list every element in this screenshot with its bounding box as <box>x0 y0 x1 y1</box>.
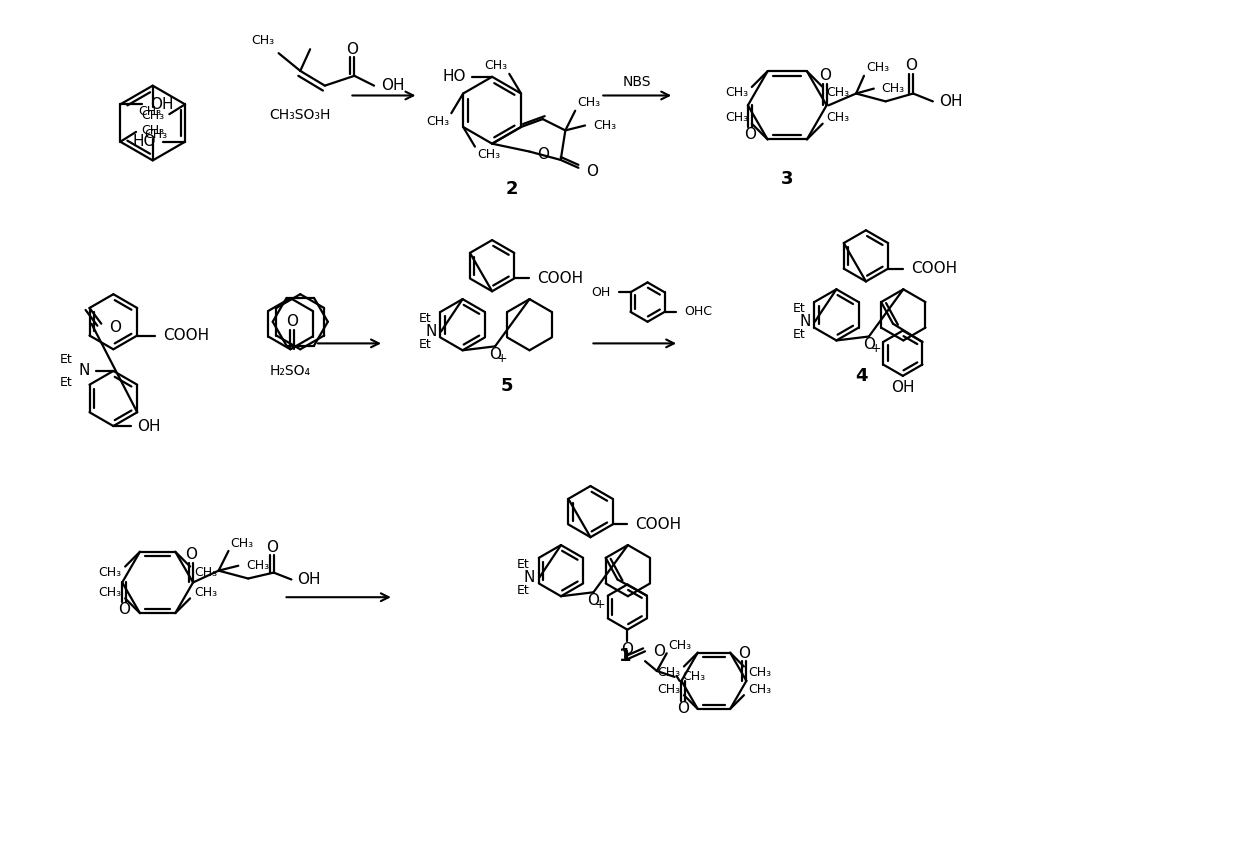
Text: O: O <box>109 320 122 336</box>
Text: NBS: NBS <box>622 74 651 89</box>
Text: +: + <box>870 342 882 355</box>
Text: CH₃: CH₃ <box>668 639 692 652</box>
Text: CH₃: CH₃ <box>882 82 905 95</box>
Text: CH₃: CH₃ <box>477 148 500 161</box>
Text: O: O <box>905 58 918 74</box>
Text: N: N <box>523 570 536 585</box>
Text: OH: OH <box>381 78 404 93</box>
Text: OH: OH <box>136 419 160 433</box>
Text: CH₃: CH₃ <box>98 566 122 579</box>
Text: +: + <box>595 597 605 610</box>
Text: CH₃: CH₃ <box>724 111 748 124</box>
Text: N: N <box>78 364 89 378</box>
Text: CH₃: CH₃ <box>748 666 771 679</box>
Text: CH₃: CH₃ <box>252 34 275 47</box>
Text: O: O <box>739 645 750 661</box>
Text: CH₃: CH₃ <box>98 586 122 599</box>
Text: CH₃: CH₃ <box>657 666 680 679</box>
Text: O: O <box>118 603 130 617</box>
Text: CH₃SO₃H: CH₃SO₃H <box>269 108 331 122</box>
Text: OH: OH <box>591 286 611 299</box>
Text: HO: HO <box>133 134 155 149</box>
Text: Et: Et <box>419 312 432 325</box>
Text: O: O <box>265 539 278 555</box>
Text: COOH: COOH <box>910 261 957 276</box>
Text: COOH: COOH <box>162 328 208 343</box>
Text: O: O <box>818 68 831 83</box>
Text: OHC: OHC <box>684 306 712 318</box>
Text: CH₃: CH₃ <box>593 119 616 132</box>
Text: O: O <box>621 642 634 657</box>
Text: CH₃: CH₃ <box>827 111 849 124</box>
Text: OH: OH <box>150 97 174 112</box>
Text: OH: OH <box>939 94 962 109</box>
Text: +: + <box>497 352 507 365</box>
Text: O: O <box>653 644 665 659</box>
Text: CH₃: CH₃ <box>141 109 164 122</box>
Text: O: O <box>588 592 599 608</box>
Text: COOH: COOH <box>635 517 682 532</box>
Text: O: O <box>677 701 689 716</box>
Text: 1: 1 <box>619 647 631 665</box>
Text: 5: 5 <box>501 377 513 395</box>
Text: OH: OH <box>298 572 321 587</box>
Text: Et: Et <box>792 302 806 316</box>
Text: O: O <box>587 164 598 179</box>
Text: O: O <box>537 147 549 162</box>
Text: CH₃: CH₃ <box>141 124 164 138</box>
Text: Et: Et <box>60 353 72 366</box>
Text: 3: 3 <box>781 170 794 188</box>
Text: COOH: COOH <box>537 271 583 286</box>
Text: CH₃: CH₃ <box>247 559 269 572</box>
Text: HO: HO <box>441 69 465 84</box>
Text: N: N <box>800 314 811 330</box>
Text: CH₃: CH₃ <box>427 115 449 128</box>
Text: O: O <box>863 337 875 352</box>
Text: Et: Et <box>517 558 529 571</box>
Text: CH₃: CH₃ <box>144 128 167 141</box>
Text: H₂SO₄: H₂SO₄ <box>270 364 311 378</box>
Text: O: O <box>744 128 756 142</box>
Text: CH₃: CH₃ <box>577 97 600 110</box>
Text: CH₃: CH₃ <box>748 683 771 696</box>
Text: O: O <box>185 547 197 562</box>
Text: Et: Et <box>517 584 529 597</box>
Text: CH₃: CH₃ <box>484 59 507 73</box>
Text: CH₃: CH₃ <box>193 566 217 579</box>
Text: O: O <box>286 314 299 330</box>
Text: CH₃: CH₃ <box>682 670 706 683</box>
Text: CH₃: CH₃ <box>827 86 849 99</box>
Text: CH₃: CH₃ <box>193 586 217 599</box>
Text: CH₃: CH₃ <box>724 86 748 99</box>
Text: CH₃: CH₃ <box>231 537 253 550</box>
Text: OH: OH <box>892 380 915 395</box>
Text: CH₃: CH₃ <box>139 105 161 118</box>
Text: O: O <box>346 42 358 56</box>
Text: 2: 2 <box>506 180 518 198</box>
Text: 4: 4 <box>854 367 867 385</box>
Text: Et: Et <box>60 377 72 389</box>
Text: N: N <box>425 324 436 339</box>
Text: Et: Et <box>419 338 432 351</box>
Text: Et: Et <box>792 328 806 341</box>
Text: CH₃: CH₃ <box>866 62 889 74</box>
Text: CH₃: CH₃ <box>657 683 680 696</box>
Text: O: O <box>489 347 501 362</box>
